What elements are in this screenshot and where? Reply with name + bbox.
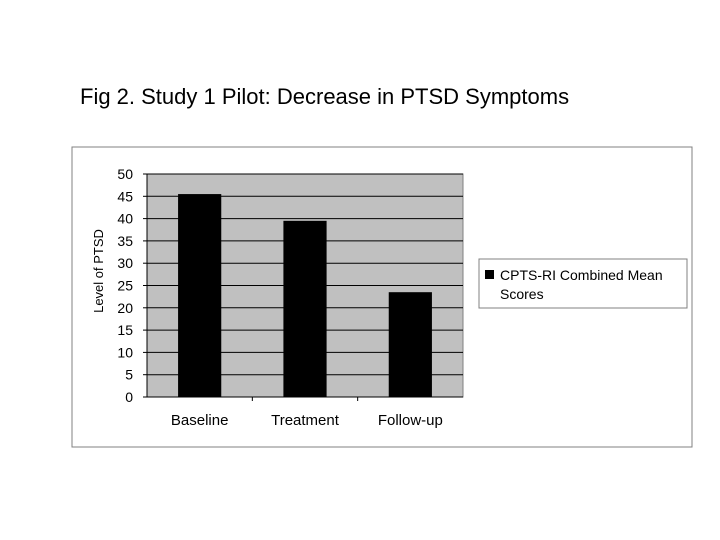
y-axis-label: Level of PTSD bbox=[91, 229, 106, 313]
slide-title: Fig 2. Study 1 Pilot: Decrease in PTSD S… bbox=[80, 84, 570, 109]
y-tick-label: 40 bbox=[117, 211, 133, 227]
legend-swatch bbox=[485, 270, 494, 279]
y-tick-label: 10 bbox=[117, 344, 133, 360]
y-tick-label: 0 bbox=[125, 389, 133, 405]
y-tick-label: 15 bbox=[117, 322, 133, 338]
y-axis-ticks: 0 5 10 15 20 25 30 35 40 45 50 bbox=[117, 166, 148, 405]
y-tick-label: 45 bbox=[117, 188, 133, 204]
legend-label-line-1: CPTS-RI Combined Mean bbox=[500, 267, 663, 283]
bar-follow-up bbox=[388, 292, 432, 397]
bars bbox=[178, 194, 432, 397]
bar-treatment bbox=[283, 220, 327, 397]
bar-baseline bbox=[178, 194, 222, 397]
x-tick-label: Treatment bbox=[271, 412, 340, 429]
x-tick-label: Follow-up bbox=[378, 412, 443, 429]
y-tick-label: 50 bbox=[117, 166, 133, 182]
y-tick-label: 25 bbox=[117, 278, 133, 294]
y-tick-label: 20 bbox=[117, 300, 133, 316]
legend-label-line-2: Scores bbox=[500, 286, 544, 302]
y-tick-label: 30 bbox=[117, 255, 133, 271]
x-axis-ticks: Baseline Treatment Follow-up bbox=[147, 396, 463, 429]
y-tick-label: 5 bbox=[125, 367, 133, 383]
legend-box bbox=[478, 258, 688, 309]
legend: CPTS-RI Combined Mean Scores bbox=[478, 258, 688, 309]
y-tick-label: 35 bbox=[117, 233, 133, 249]
x-tick-label: Baseline bbox=[171, 412, 229, 429]
